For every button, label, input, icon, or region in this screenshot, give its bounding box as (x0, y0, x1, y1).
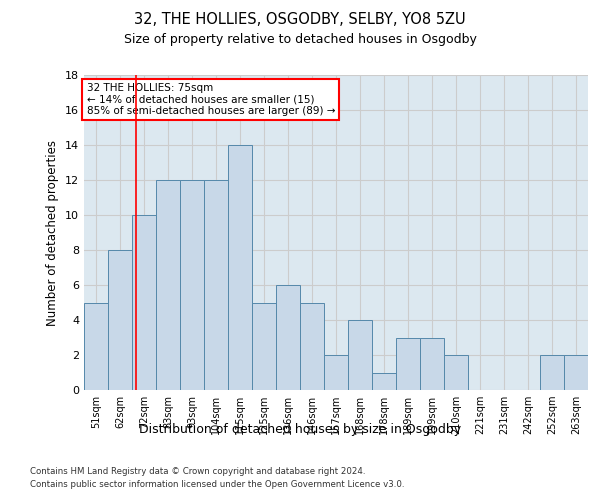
Bar (420, 338, 444, 390)
Bar (252, 302, 276, 390)
Bar (540, 355, 564, 390)
Text: Distribution of detached houses by size in Osgodby: Distribution of detached houses by size … (139, 422, 461, 436)
Text: Contains public sector information licensed under the Open Government Licence v3: Contains public sector information licen… (30, 480, 404, 489)
Text: 32 THE HOLLIES: 75sqm
← 14% of detached houses are smaller (15)
85% of semi-deta: 32 THE HOLLIES: 75sqm ← 14% of detached … (86, 83, 335, 116)
Bar (108, 250, 132, 390)
Y-axis label: Number of detached properties: Number of detached properties (46, 140, 59, 326)
Bar (276, 285, 300, 390)
Bar (180, 180, 204, 390)
Text: 32, THE HOLLIES, OSGODBY, SELBY, YO8 5ZU: 32, THE HOLLIES, OSGODBY, SELBY, YO8 5ZU (134, 12, 466, 28)
Bar (372, 372, 396, 390)
Bar (84, 302, 108, 390)
Bar (444, 355, 468, 390)
Bar (228, 145, 252, 390)
Text: Size of property relative to detached houses in Osgodby: Size of property relative to detached ho… (124, 32, 476, 46)
Bar (204, 180, 228, 390)
Bar (156, 180, 180, 390)
Bar (396, 338, 420, 390)
Bar (132, 215, 156, 390)
Bar (348, 320, 372, 390)
Bar (324, 355, 348, 390)
Text: Contains HM Land Registry data © Crown copyright and database right 2024.: Contains HM Land Registry data © Crown c… (30, 468, 365, 476)
Bar (564, 355, 588, 390)
Bar (300, 302, 324, 390)
